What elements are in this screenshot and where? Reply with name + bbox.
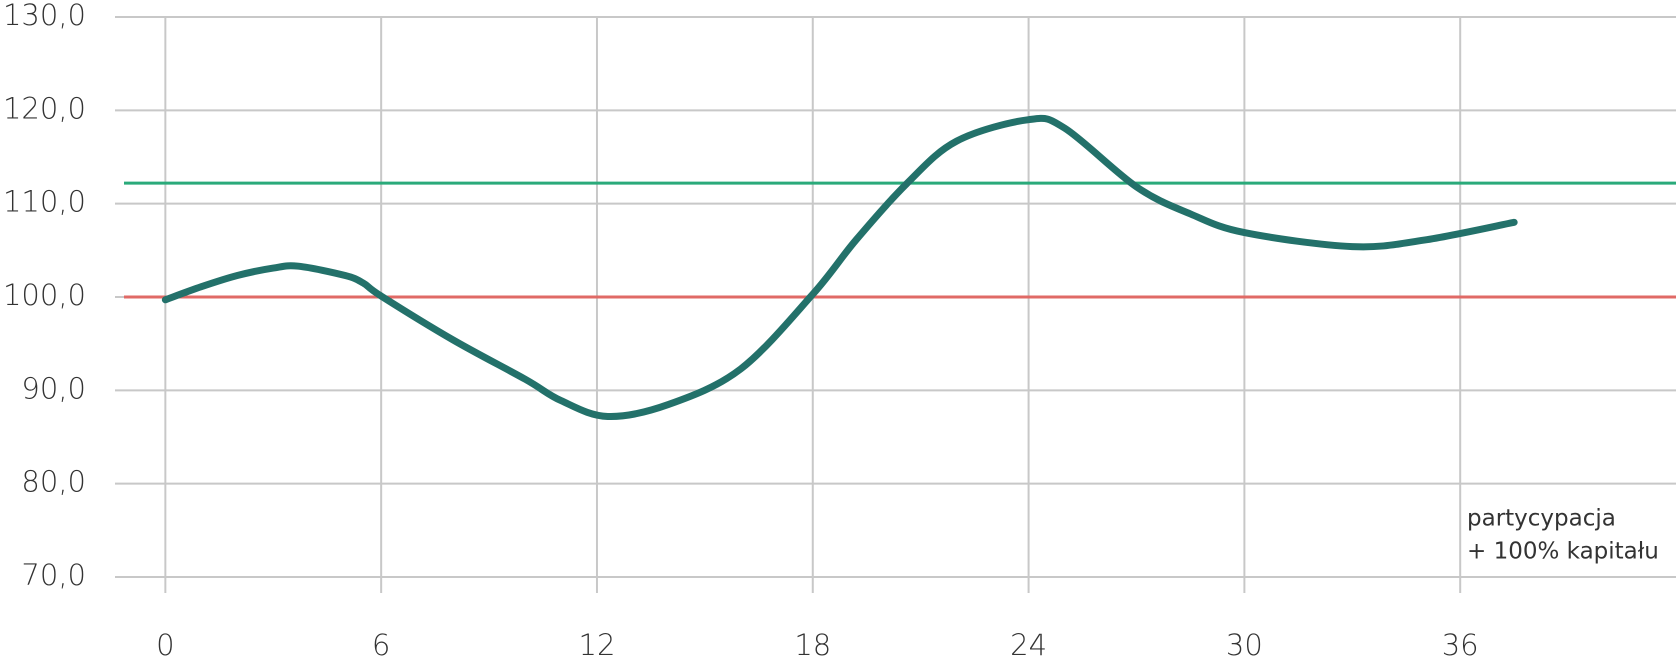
y-tick-label: 110,0: [3, 185, 86, 219]
data-line: [161, 114, 1518, 420]
x-tick-label: 30: [1226, 628, 1263, 659]
y-tick-label: 80,0: [21, 465, 86, 499]
x-tick-label: 0: [156, 628, 174, 659]
y-tick-label: 100,0: [3, 278, 86, 312]
y-tick-label: 90,0: [21, 371, 86, 405]
x-tick-label: 36: [1442, 628, 1479, 659]
annotation: + 100% kapitału: [1467, 539, 1659, 565]
y-tick-label: 130,0: [3, 0, 86, 32]
y-tick-label: 70,0: [21, 558, 86, 592]
x-tick-label: 6: [372, 628, 390, 659]
y-tick-label: 120,0: [3, 91, 86, 125]
x-tick-label: 18: [794, 628, 831, 659]
x-tick-label: 24: [1010, 628, 1047, 659]
annotation: partycypacja: [1467, 506, 1616, 532]
x-tick-label: 12: [579, 628, 616, 659]
